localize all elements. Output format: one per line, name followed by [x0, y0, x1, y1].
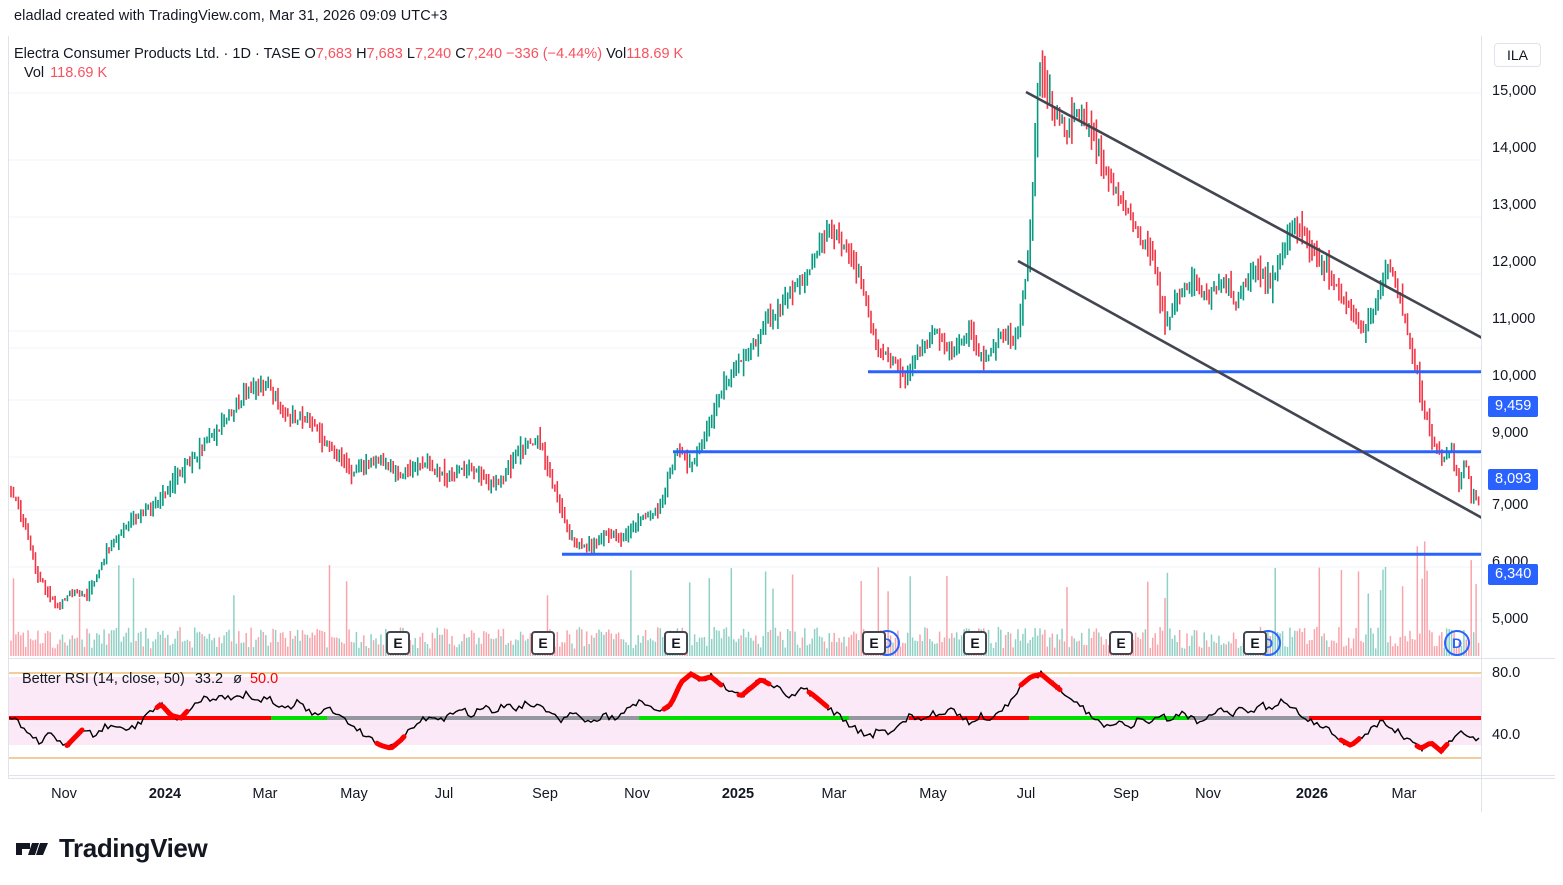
time-axis-tick: Jul [1016, 786, 1036, 802]
legend-high-label: H [356, 46, 367, 62]
chart-frame [8, 36, 1555, 778]
rsi-extreme-highlights [64, 670, 1450, 755]
legend-sep-1: · [223, 46, 229, 62]
earnings-marker[interactable]: E [862, 631, 886, 655]
price-axis-tick: 11,000 [1492, 311, 1536, 327]
symbol-legend: Electra Consumer Products Ltd. · 1D · TA… [14, 44, 683, 65]
rsi-legend-value: 33.2 [194, 671, 224, 687]
time-axis-tick: Nov [1195, 786, 1221, 802]
price-axis-tick: 9,000 [1492, 425, 1529, 441]
dividend-marker[interactable]: D [1444, 630, 1470, 656]
earnings-marker[interactable]: E [963, 631, 987, 655]
price-axis-tick: 15,000 [1492, 83, 1537, 99]
legend-close-label: C [455, 46, 466, 62]
price-axis-tick: 10,000 [1492, 368, 1537, 384]
candlestick-series [10, 50, 1480, 610]
legend-sep-2: · [255, 46, 260, 62]
price-axis-tick: 12,000 [1492, 254, 1537, 270]
time-axis-tick: May [919, 786, 947, 802]
price-axis-tick: 13,000 [1492, 197, 1537, 213]
earnings-marker[interactable]: E [386, 631, 410, 655]
legend-volume-value: 118.69 K [626, 46, 684, 62]
earnings-marker[interactable]: E [664, 631, 688, 655]
earnings-marker[interactable]: E [1243, 631, 1267, 655]
price-label-badge[interactable]: 9,459 [1488, 396, 1539, 417]
legend-low-value: 7,240 [414, 46, 452, 62]
legend-change: −336 (−4.44%) [506, 46, 603, 62]
time-axis-tick: 2025 [721, 786, 755, 802]
time-axis-tick: 2026 [1295, 786, 1329, 802]
time-axis-tick: Jul [434, 786, 454, 802]
pane-divider[interactable] [9, 658, 1555, 659]
legend-high-value: 7,683 [366, 46, 403, 62]
time-axis-tick: Mar [821, 786, 847, 802]
time-axis-tick: 2024 [148, 786, 182, 802]
time-axis-separator [1481, 778, 1482, 812]
rsi-pane[interactable] [9, 663, 1481, 773]
price-label-badge[interactable]: 8,093 [1488, 469, 1539, 490]
time-axis-tick: May [340, 786, 368, 802]
volume-series [10, 541, 1480, 656]
time-axis-tick: Sep [532, 786, 558, 802]
rsi-axis-tick: 40.0 [1492, 727, 1521, 743]
price-axis-tick: 7,000 [1492, 497, 1529, 513]
volume-legend-value: 118.69 K [50, 65, 108, 81]
legend-open-label: O [304, 46, 316, 62]
price-label-badge[interactable]: 6,340 [1488, 564, 1539, 585]
tradingview-logo-icon [16, 842, 48, 855]
legend-close-value: 7,240 [465, 46, 503, 62]
horizontal-support-rays[interactable] [562, 370, 1481, 556]
volume-legend: Vol 118.69 K [24, 65, 107, 81]
earnings-marker[interactable]: E [531, 631, 555, 655]
time-axis-tick: Sep [1113, 786, 1139, 802]
legend-exchange: TASE [263, 46, 301, 62]
price-gridlines [9, 92, 1481, 621]
tradingview-logo-text: TradingView [59, 833, 208, 863]
rsi-bottom-divider [9, 775, 1555, 776]
rsi-legend: Better RSI (14, close, 50) 33.2 ø 50.0 [22, 671, 278, 687]
time-axis[interactable]: Nov 2024 Mar May Jul Sep Nov 2025 Mar May Jul Sep No… [8, 778, 1555, 812]
time-axis-tick: Mar [1391, 786, 1417, 802]
attribution-text: eladlad created with TradingView.com, Ma… [14, 8, 448, 24]
rsi-axis-tick: 80.0 [1492, 665, 1521, 681]
trend-channel-lines[interactable] [1017, 90, 1481, 519]
earnings-marker[interactable]: E [1109, 631, 1133, 655]
tradingview-logo: TradingView [16, 833, 208, 864]
currency-chip[interactable]: ILA [1494, 43, 1542, 67]
legend-interval: 1D [232, 46, 251, 62]
price-axis-tick: 5,000 [1492, 611, 1529, 627]
rsi-legend-title: Better RSI (14, close, 50) [22, 671, 185, 687]
time-axis-tick: Mar [252, 786, 278, 802]
price-axis-tick: 14,000 [1492, 140, 1537, 156]
rsi-average-symbol: ø [233, 671, 242, 687]
volume-legend-label: Vol [24, 65, 45, 81]
rsi-band [9, 677, 1481, 745]
legend-low-label: L [406, 46, 415, 62]
rsi-average-value: 50.0 [249, 671, 279, 687]
legend-symbol: Electra Consumer Products Ltd. [14, 46, 220, 62]
price-axis[interactable]: ILA 15,000 14,000 13,000 12,000 11,000 10,000… [1481, 36, 1563, 778]
time-axis-tick: Nov [51, 786, 77, 802]
rsi-chart-svg [9, 670, 1481, 759]
legend-open-value: 7,683 [315, 46, 353, 62]
price-pane[interactable] [9, 36, 1481, 656]
price-chart-svg [9, 50, 1481, 656]
legend-volume-label: Vol [606, 46, 627, 62]
time-axis-tick: Nov [624, 786, 650, 802]
